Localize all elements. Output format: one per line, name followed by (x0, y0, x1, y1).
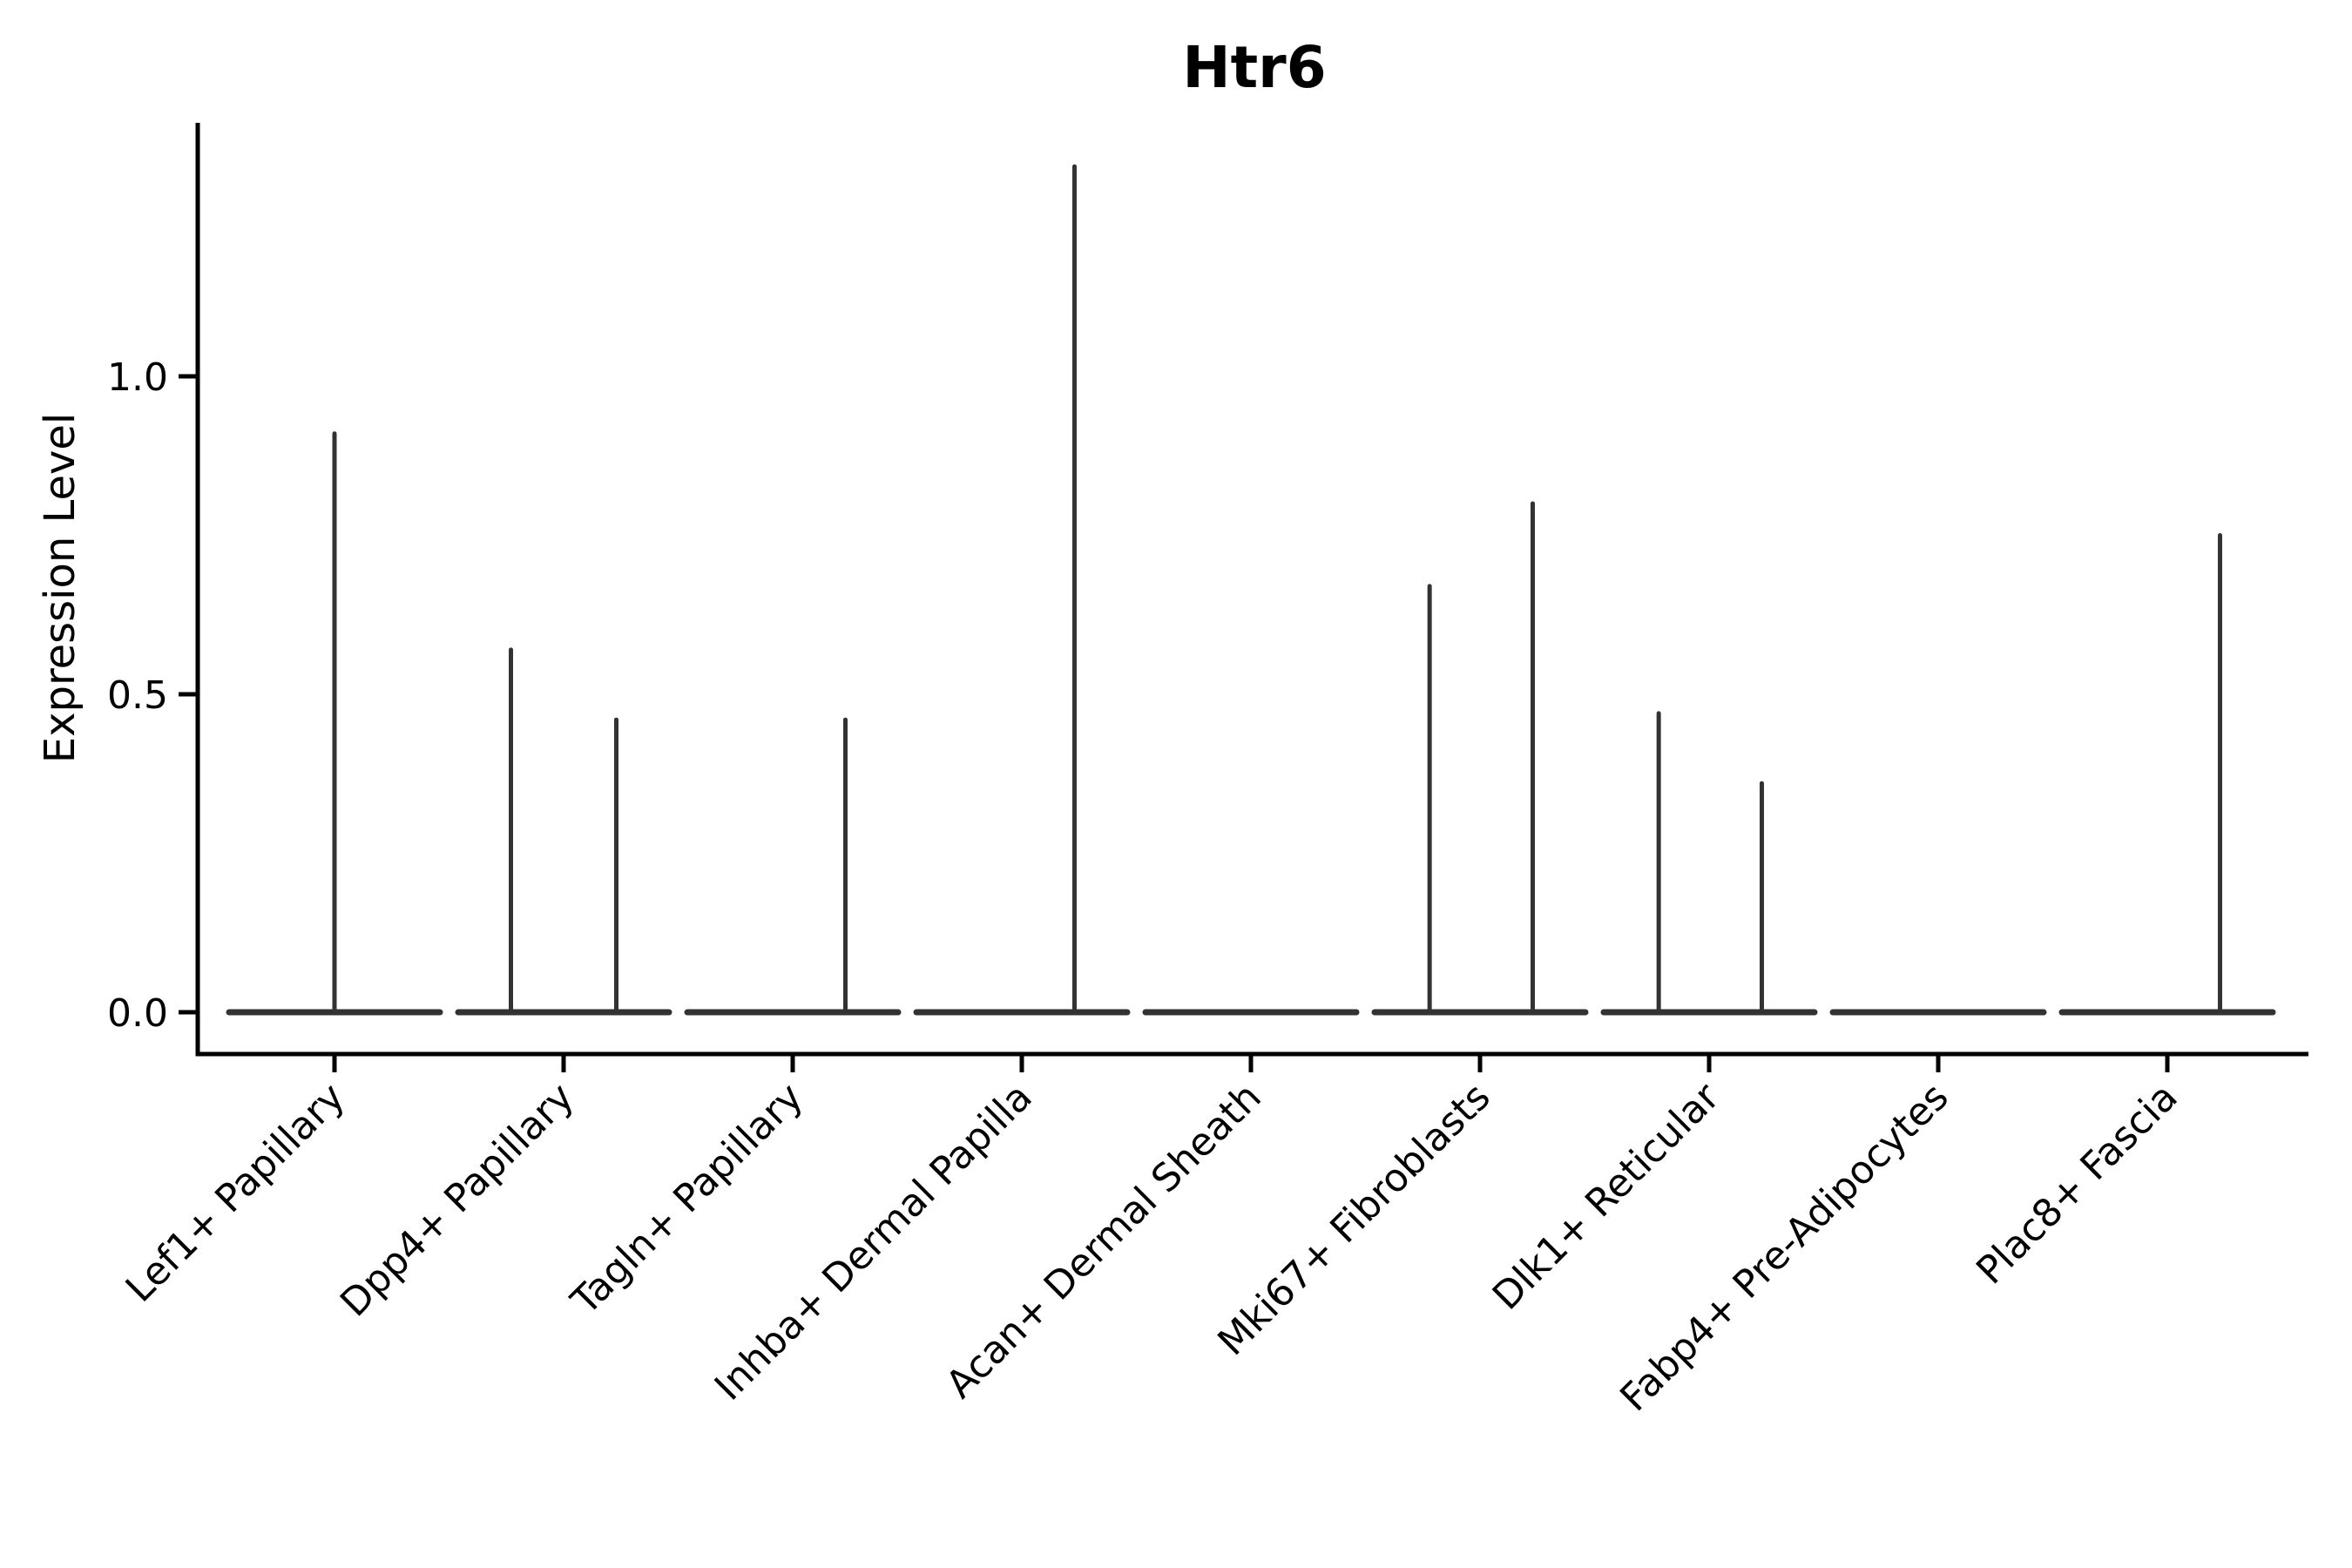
y-tick-label: 1.0 (107, 355, 168, 400)
y-tick-label: 0.5 (107, 673, 168, 718)
x-tick-label: Dpp4+ Papillary (332, 1075, 583, 1326)
y-axis-label: Expression Level (36, 413, 84, 764)
x-tick-label: Dlk1+ Reticular (1484, 1074, 1729, 1319)
chart-title: Htr6 (1182, 34, 1326, 101)
x-tick-label: Plac8+ Fascia (1968, 1075, 2186, 1294)
x-tick-label: Lef1+ Papillary (118, 1075, 354, 1311)
y-tick-label: 0.0 (107, 991, 168, 1036)
x-tick-label: Tagln+ Papillary (563, 1075, 812, 1324)
